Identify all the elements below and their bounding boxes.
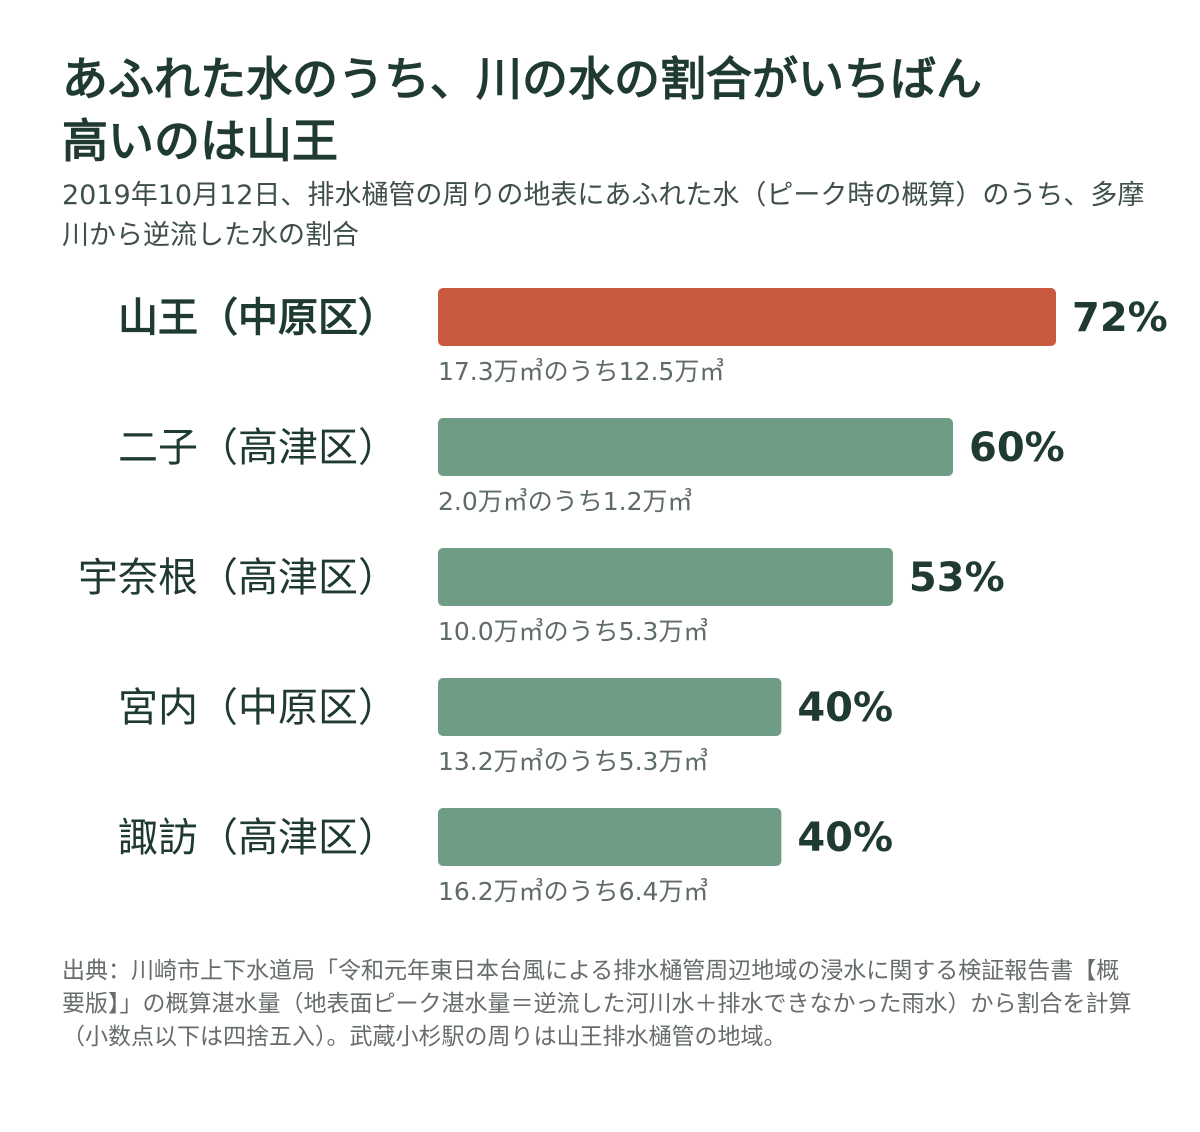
bar	[438, 288, 1056, 346]
volume-annotation: 10.0万㎥のうち5.3万㎥	[438, 617, 708, 646]
category-label: 山王（中原区）	[118, 295, 398, 341]
bar	[438, 418, 953, 476]
chart-title-line1: あふれた水のうち、川の水の割合がいちばん	[62, 52, 982, 106]
volume-annotation: 13.2万㎥のうち5.3万㎥	[438, 747, 708, 776]
source-note: 出典：川崎市上下水道局「令和元年東日本台風による排水樋管周辺地域の浸水に関する検…	[62, 958, 1132, 1050]
chart-title: あふれた水のうち、川の水の割合がいちばん 高いのは山王	[62, 48, 1162, 172]
value-label: 53%	[909, 555, 1005, 601]
value-label: 40%	[797, 815, 893, 861]
bar	[438, 548, 893, 606]
volume-annotation: 16.2万㎥のうち6.4万㎥	[438, 877, 708, 906]
bar	[438, 808, 782, 866]
value-label: 60%	[969, 425, 1065, 471]
value-label: 72%	[1072, 295, 1168, 341]
category-label: 宮内（中原区）	[118, 685, 398, 731]
value-label: 40%	[797, 685, 893, 731]
bar	[438, 678, 782, 736]
chart-subtitle: 2019年10月12日、排水樋管の周りの地表にあふれた水（ピーク時の概算）のうち…	[62, 180, 1145, 251]
category-label: 諏訪（高津区）	[118, 815, 398, 861]
category-label: 二子（高津区）	[118, 425, 398, 471]
chart-title-line2: 高いのは山王	[62, 114, 338, 168]
volume-annotation: 17.3万㎥のうち12.5万㎥	[438, 357, 724, 386]
volume-annotation: 2.0万㎥のうち1.2万㎥	[438, 487, 693, 516]
category-label: 宇奈根（高津区）	[78, 555, 398, 601]
